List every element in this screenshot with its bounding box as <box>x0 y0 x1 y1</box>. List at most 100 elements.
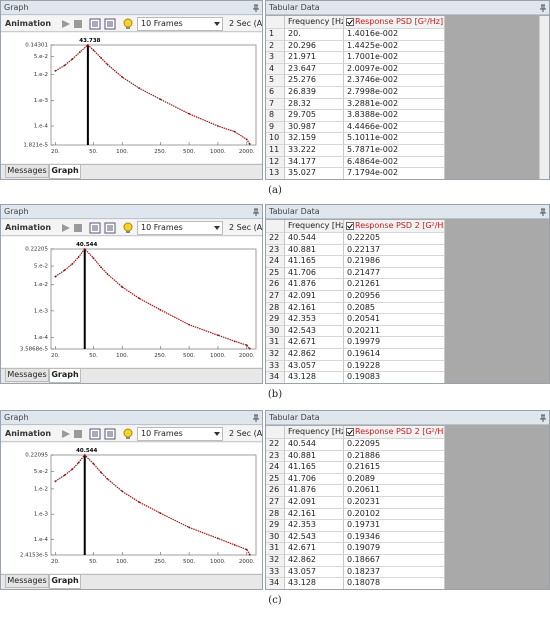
pin-icon[interactable] <box>252 414 260 422</box>
pin-icon[interactable] <box>252 4 260 12</box>
stop-button[interactable] <box>74 20 82 28</box>
play-button[interactable] <box>61 19 71 29</box>
messages-tab[interactable]: Messages <box>5 165 49 178</box>
duration-label: 2 Sec (Autc <box>229 19 262 28</box>
frames-dropdown[interactable]: 10 Frames <box>137 427 223 441</box>
row-index: 26 <box>266 279 285 291</box>
x-tick-label: 2000. <box>239 353 255 359</box>
table-cell: 30.987 <box>285 121 344 134</box>
column-checkbox[interactable] <box>346 222 354 230</box>
table-cell: 0.20102 <box>344 508 445 521</box>
curve-point <box>233 130 236 133</box>
frames-button[interactable] <box>89 222 101 234</box>
curve-point <box>106 477 109 480</box>
curve-point <box>217 537 219 540</box>
curve-point <box>248 553 251 556</box>
x-tick-label: 1000. <box>210 353 226 359</box>
pin-icon[interactable] <box>539 208 547 216</box>
table-cell: 43.128 <box>285 578 344 589</box>
scrollbar[interactable] <box>539 16 549 179</box>
table-cell: 0.18667 <box>344 555 445 567</box>
column-checkbox[interactable] <box>346 428 354 436</box>
export-button[interactable] <box>104 222 116 234</box>
curve-point <box>78 51 81 54</box>
table-cell: 42.862 <box>285 349 344 361</box>
table-cell: 23.647 <box>285 63 344 76</box>
dropdown-arrow[interactable] <box>214 22 220 26</box>
table-cell: 1.7001e-002 <box>344 52 445 64</box>
column-checkbox[interactable] <box>346 18 354 26</box>
curve-point <box>86 44 89 46</box>
table-cell: 0.20211 <box>344 325 445 338</box>
row-index: 29 <box>266 520 285 532</box>
bulb-icon[interactable] <box>123 18 133 30</box>
table-cell: 40.881 <box>285 450 344 463</box>
row-index: 25 <box>266 267 285 280</box>
messages-tab[interactable]: Messages <box>5 369 49 382</box>
curve-point <box>159 98 162 101</box>
pin-icon[interactable] <box>539 414 547 422</box>
response-header: Response PSD 2 [G²/Hz] <box>355 427 445 436</box>
row-index: 12 <box>266 156 285 169</box>
frames-value: 10 Frames <box>141 19 183 28</box>
dropdown-arrow[interactable] <box>214 432 220 436</box>
curve-point <box>83 454 86 456</box>
curve-point <box>188 526 191 529</box>
table-cell: 42.671 <box>285 337 344 349</box>
curve-point <box>138 87 140 89</box>
frames-button[interactable] <box>89 428 101 440</box>
graph-title: Graph <box>1 1 262 15</box>
stop-button[interactable] <box>74 430 82 438</box>
table-cell: 40.544 <box>285 233 344 245</box>
bulb-icon[interactable] <box>123 222 133 234</box>
x-tick-label: 50. <box>89 559 98 565</box>
curve-point <box>121 76 124 79</box>
graph-tab[interactable]: Graph <box>49 369 81 383</box>
table-cell: 0.22095 <box>344 439 445 451</box>
curve-point <box>159 512 162 515</box>
y-tick-label: 5.e-2 <box>34 54 48 60</box>
play-button[interactable] <box>61 429 71 439</box>
table-cell: 35.027 <box>285 168 344 179</box>
graph-tab[interactable]: Graph <box>49 165 81 179</box>
peak-label: 40.544 <box>76 448 97 454</box>
y-tick-label: 1.e-3 <box>34 98 49 104</box>
play-button[interactable] <box>61 223 71 233</box>
header-corner <box>266 220 285 233</box>
row-index: 10 <box>266 133 285 145</box>
export-button[interactable] <box>104 428 116 440</box>
x-tick-label: 20. <box>51 559 60 565</box>
export-button[interactable] <box>104 18 116 30</box>
table-cell: 20. <box>285 29 344 41</box>
table-cell: 5.1011e-002 <box>344 133 445 145</box>
animation-label: Animation <box>5 223 52 232</box>
y-tick-label: 0.14301 <box>25 43 48 49</box>
bulb-icon[interactable] <box>123 428 133 440</box>
caption: (a) <box>268 185 282 196</box>
curve-point <box>233 544 236 546</box>
y-tick-label: 1.e-4 <box>34 335 49 341</box>
pin-icon[interactable] <box>539 4 547 12</box>
plot: 0.22205 5.e-2 1.e-2 1.e-3 1.e-4 3.5868e-520. 5… <box>1 237 262 367</box>
dropdown-arrow[interactable] <box>214 226 220 230</box>
tab-bar: Messages Graph <box>1 574 262 589</box>
table-cell: 0.19083 <box>344 372 445 383</box>
frames-dropdown[interactable]: 10 Frames <box>137 17 223 31</box>
table-cell: 2.3746e-002 <box>344 75 445 87</box>
x-tick-label: 500. <box>183 353 195 359</box>
curve-point <box>71 468 74 471</box>
response-header: Response PSD 2 [G²/Hz] <box>355 221 445 230</box>
y-tick-label: 2.4153e-5 <box>20 553 49 559</box>
y-tick-label: 1.e-2 <box>34 486 48 492</box>
stop-button[interactable] <box>74 224 82 232</box>
row-index: 1 <box>266 29 285 41</box>
frames-dropdown[interactable]: 10 Frames <box>137 221 223 235</box>
table-cell: 42.161 <box>285 302 344 315</box>
x-tick-label: 100. <box>116 559 128 565</box>
graph-window: Graph Animation 10 Frames 2 Sec (Autc 0.2220… <box>0 204 263 384</box>
pin-icon[interactable] <box>252 208 260 216</box>
frames-button[interactable] <box>89 18 101 30</box>
table-cell: 0.19614 <box>344 349 445 361</box>
graph-tab[interactable]: Graph <box>49 575 81 589</box>
messages-tab[interactable]: Messages <box>5 575 49 588</box>
